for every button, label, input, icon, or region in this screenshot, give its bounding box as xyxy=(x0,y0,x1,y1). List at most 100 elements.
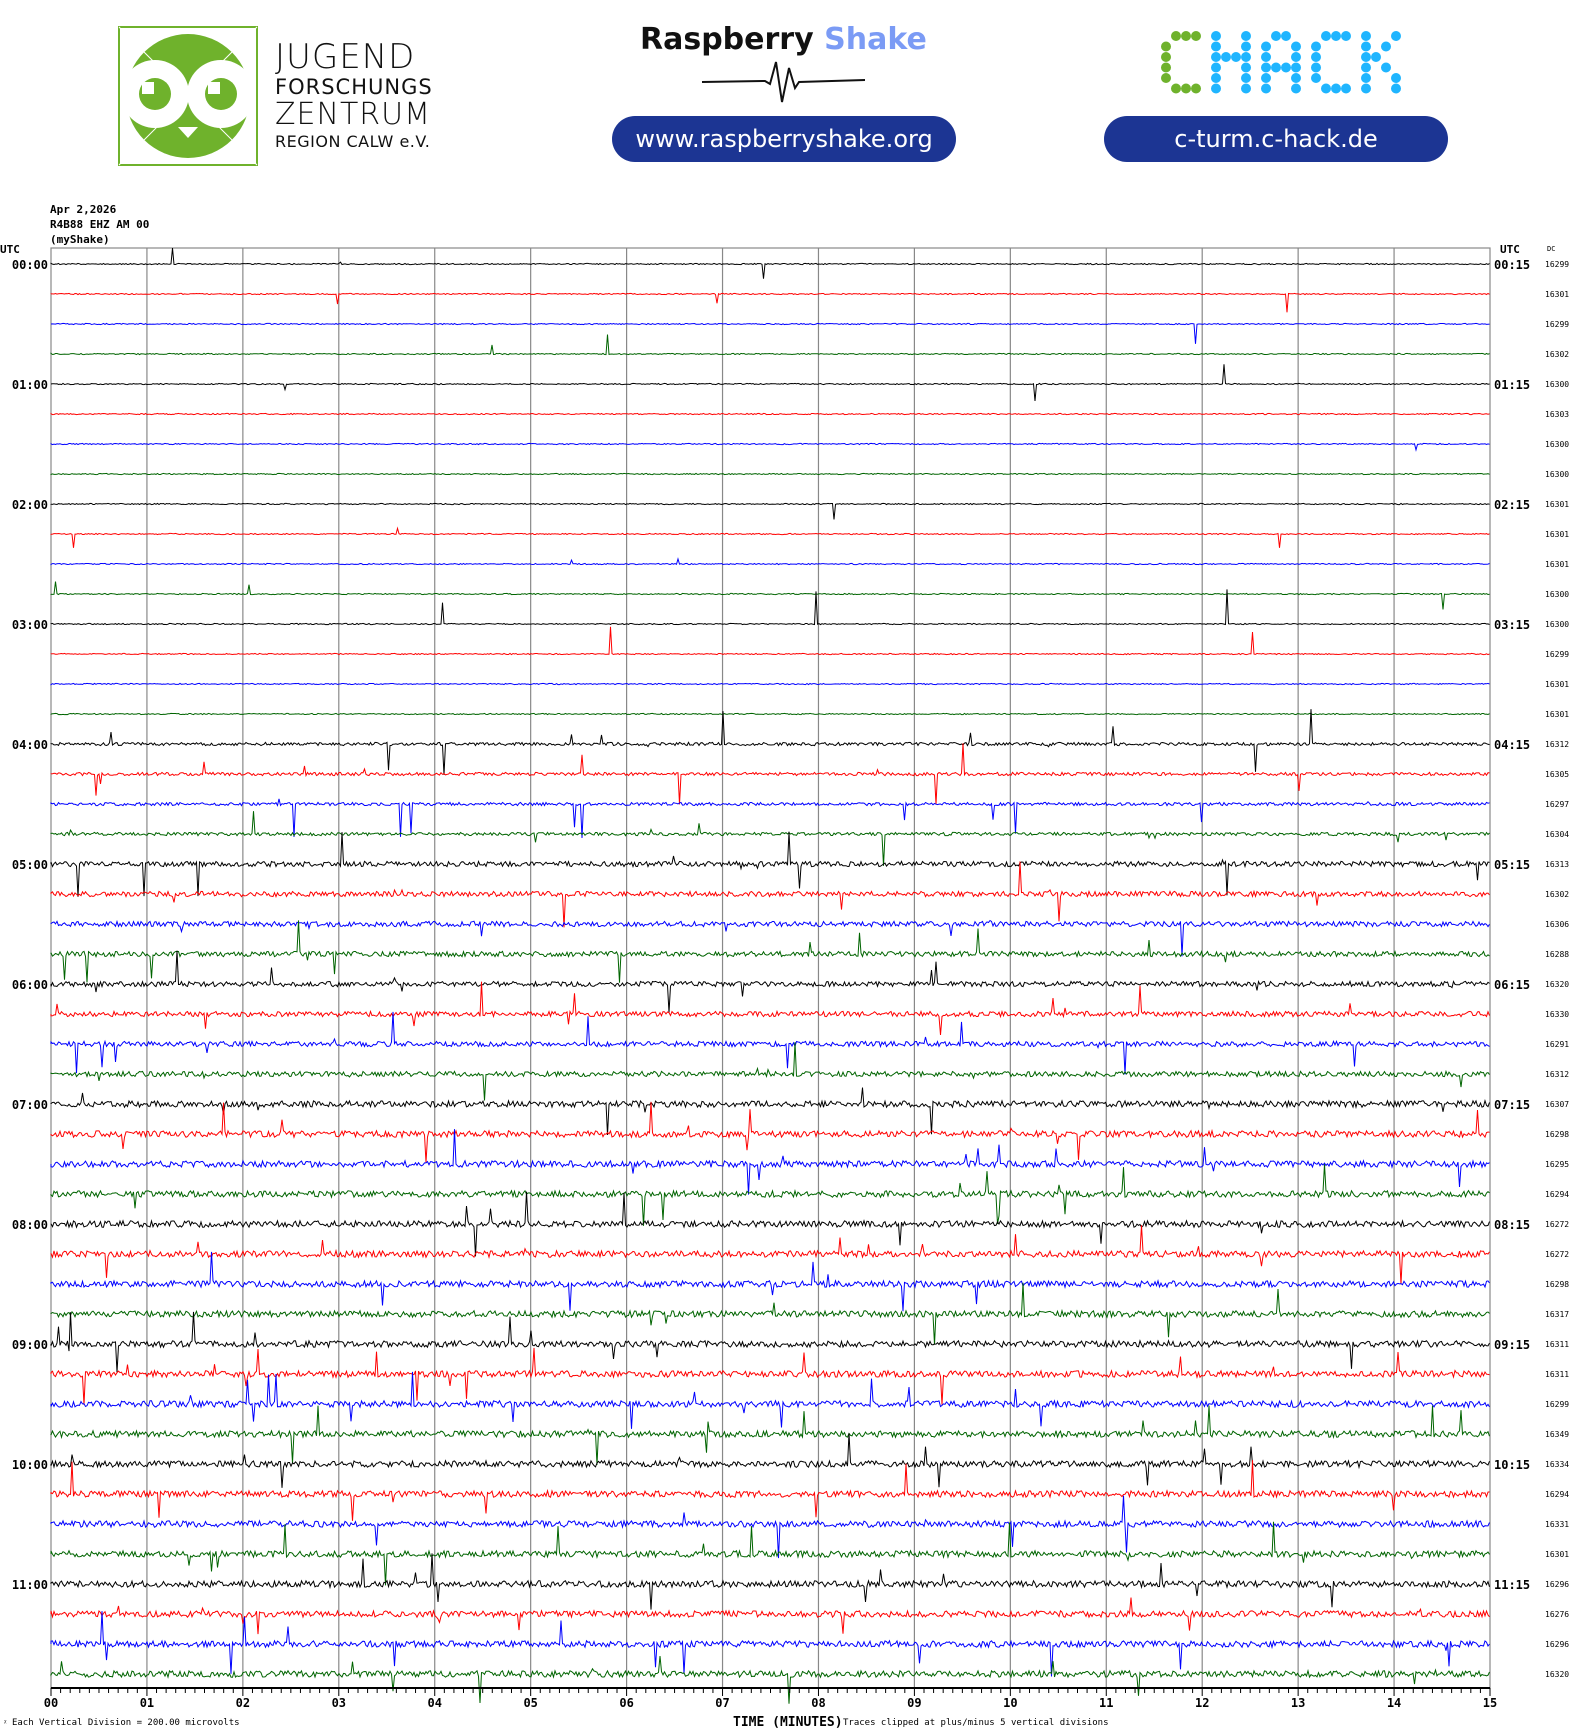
trace-row xyxy=(50,1611,1490,1677)
trace-row xyxy=(50,981,1490,1036)
trace-row xyxy=(50,1011,1490,1075)
date-label: Apr 2,2026 xyxy=(50,203,117,216)
dc-value: 16298 xyxy=(1545,1280,1569,1289)
chack-dot xyxy=(1291,52,1301,62)
chack-dot xyxy=(1361,31,1371,41)
chack-dot xyxy=(1281,62,1291,73)
chack-dot xyxy=(1171,83,1181,94)
chack-dot xyxy=(1211,62,1221,73)
chack-dot xyxy=(1211,41,1221,52)
dc-value: 16272 xyxy=(1545,1220,1569,1229)
dc-value: 16296 xyxy=(1545,1640,1569,1649)
chack-dot xyxy=(1331,31,1341,41)
chack-dot xyxy=(1211,73,1221,83)
dc-value: 16299 xyxy=(1545,320,1569,329)
chack-dot xyxy=(1211,52,1221,62)
trace-row xyxy=(50,743,1490,805)
trace-row xyxy=(50,1311,1490,1373)
dc-value: 16300 xyxy=(1545,620,1569,629)
trace-row xyxy=(50,1597,1490,1635)
seismic-wave-icon xyxy=(701,61,865,103)
station-name: (myShake) xyxy=(50,233,110,246)
dc-value: 16320 xyxy=(1545,1670,1569,1679)
scale-marker-icon: ᵡ xyxy=(4,1718,12,1728)
trace-row xyxy=(50,1191,1490,1257)
trace-row xyxy=(50,1553,1490,1610)
chack-dot xyxy=(1221,52,1231,62)
dc-value: 16299 xyxy=(1545,1400,1569,1409)
dc-value: 16301 xyxy=(1545,290,1569,299)
trace-row xyxy=(50,502,1490,520)
right-time-label: 03:15 xyxy=(1494,618,1530,632)
dc-value: 16313 xyxy=(1545,860,1569,869)
chack-dot xyxy=(1391,31,1401,41)
left-time-label: 10:00 xyxy=(12,1458,48,1472)
trace-row xyxy=(50,1655,1490,1704)
dc-value: 16294 xyxy=(1545,1490,1569,1499)
dc-value: 16312 xyxy=(1545,1070,1569,1079)
chack-logo xyxy=(1160,30,1410,100)
right-time-label: 09:15 xyxy=(1494,1338,1530,1352)
chack-link[interactable]: c-turm.c-hack.de xyxy=(1104,116,1448,162)
trace-row xyxy=(50,920,1490,983)
dc-value: 16311 xyxy=(1545,1340,1569,1349)
minute-label: 10 xyxy=(1003,1696,1017,1710)
trace-row xyxy=(50,919,1490,957)
trace-row xyxy=(50,1087,1490,1136)
chack-dot xyxy=(1321,31,1331,41)
jfz-line1: JUGEND xyxy=(275,37,416,77)
minute-label: 08 xyxy=(811,1696,825,1710)
rs-word1: Raspberry xyxy=(640,22,814,57)
trace-row xyxy=(50,1251,1490,1312)
x-axis-label: TIME (MINUTES) xyxy=(733,1715,843,1730)
chack-dot xyxy=(1271,62,1281,73)
right-time-label: 02:15 xyxy=(1494,498,1530,512)
dc-value: 16299 xyxy=(1545,260,1569,269)
dc-value: 16303 xyxy=(1545,410,1569,419)
left-utc-header: UTC xyxy=(0,243,20,256)
chack-dot xyxy=(1191,31,1201,41)
chack-dot xyxy=(1241,73,1251,83)
dc-value: 16300 xyxy=(1545,470,1569,479)
right-time-label: 10:15 xyxy=(1494,1458,1530,1472)
minute-label: 15 xyxy=(1483,1696,1497,1710)
chack-dot xyxy=(1181,31,1191,41)
dc-value: 16349 xyxy=(1545,1430,1569,1439)
trace-row xyxy=(50,322,1490,344)
trace-row xyxy=(50,472,1490,476)
chack-dot xyxy=(1161,52,1171,62)
minute-label: 00 xyxy=(44,1696,58,1710)
trace-row xyxy=(50,526,1490,548)
trace-row xyxy=(50,1129,1490,1195)
dc-value: 16331 xyxy=(1545,1520,1569,1529)
dc-value: 16312 xyxy=(1545,740,1569,749)
chack-dot xyxy=(1261,41,1271,52)
trace-row xyxy=(50,581,1490,610)
dc-value: 16301 xyxy=(1545,500,1569,509)
right-utc-header: UTC xyxy=(1500,243,1520,256)
chack-dot xyxy=(1231,52,1241,62)
chack-dot xyxy=(1271,31,1281,41)
minute-label: 09 xyxy=(907,1696,921,1710)
chack-dot xyxy=(1371,52,1381,62)
chack-dot xyxy=(1291,73,1301,83)
right-time-label: 01:15 xyxy=(1494,378,1530,392)
chack-dot xyxy=(1261,62,1271,73)
minute-label: 14 xyxy=(1387,1696,1401,1710)
trace-row xyxy=(50,950,1490,1013)
raspberryshake-link[interactable]: www.raspberryshake.org xyxy=(612,116,956,162)
right-time-label: 08:15 xyxy=(1494,1218,1530,1232)
dc-value: 16307 xyxy=(1545,1100,1569,1109)
left-time-label: 04:00 xyxy=(12,738,48,752)
dc-value: 16298 xyxy=(1545,1130,1569,1139)
dc-value: 16300 xyxy=(1545,440,1569,449)
left-time-label: 09:00 xyxy=(12,1338,48,1352)
jfz-line4: REGION CALW e.V. xyxy=(275,132,431,151)
trace-row xyxy=(50,709,1490,775)
chack-dot xyxy=(1361,83,1371,94)
trace-row xyxy=(50,1282,1490,1345)
minute-label: 13 xyxy=(1291,1696,1305,1710)
left-time-label: 03:00 xyxy=(12,618,48,632)
owl-logo-icon xyxy=(118,26,258,166)
dc-value: 16276 xyxy=(1545,1610,1569,1619)
